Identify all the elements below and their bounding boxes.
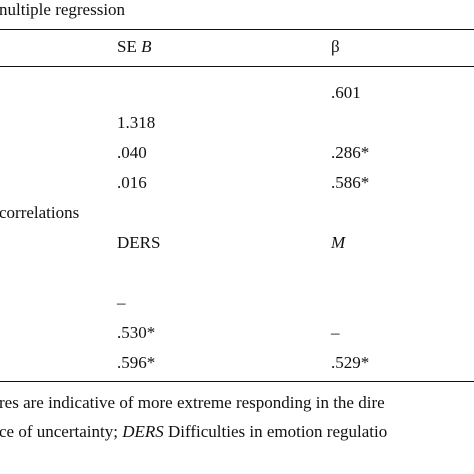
table-bottom-rule: [0, 381, 474, 382]
corr-row1-se-b: –: [117, 293, 126, 312]
row3-beta: .286*: [331, 143, 370, 162]
header-se-b-var: B: [141, 37, 152, 56]
corr-row3-beta: .529*: [331, 353, 370, 372]
corr-row2-beta: –: [331, 323, 340, 342]
header-se-b: SE B: [117, 37, 151, 57]
corr-header-ders: DERS: [117, 233, 161, 252]
table-top-rule: [0, 29, 474, 30]
table-note-line2: ce of uncertainty; DERS Difficulties in …: [0, 422, 387, 442]
table-note-ders-abbrev: DERS: [122, 422, 164, 441]
table-note-line2-prefix: ce of uncertainty;: [0, 422, 123, 441]
row4-beta: .586*: [331, 173, 370, 192]
table-header-rule: [0, 66, 474, 67]
row3-se-b: .040: [117, 143, 147, 162]
table-caption: nultiple regression: [0, 0, 126, 19]
row1-beta: .601: [331, 83, 361, 102]
table-note-line1: res are indicative of more extreme respo…: [0, 393, 385, 412]
corr-row3-se-b: .596*: [117, 353, 156, 372]
header-beta: β: [331, 37, 340, 56]
table-note-line2-suffix: Difficulties in emotion regulatio: [163, 422, 388, 441]
row4-se-b: .016: [117, 173, 147, 192]
correlations-label: correlations: [0, 203, 80, 222]
corr-row2-se-b: .530*: [117, 323, 156, 342]
row2-se-b: 1.318: [117, 113, 156, 132]
header-se-b-prefix: SE: [117, 37, 142, 56]
corr-header-m: M: [331, 233, 346, 252]
